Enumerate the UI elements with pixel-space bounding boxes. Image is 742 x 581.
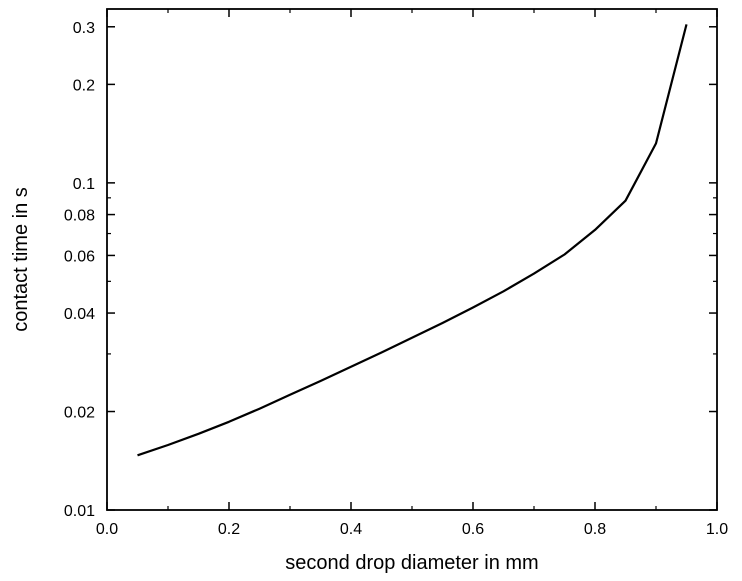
y-tick-label: 0.04 <box>64 306 95 323</box>
x-tick-label: 0.8 <box>584 521 606 538</box>
y-tick-label: 0.2 <box>73 77 95 94</box>
y-tick-label: 0.02 <box>64 405 95 422</box>
series-layer <box>138 24 687 455</box>
x-tick-labels: 0.0 0.2 0.4 0.6 0.8 1.0 <box>96 521 728 538</box>
y-tick-label: 0.1 <box>73 176 95 193</box>
x-tick-label: 0.6 <box>462 521 484 538</box>
y-tick-label: 0.3 <box>73 20 95 37</box>
x-tick-label: 0.4 <box>340 521 362 538</box>
y-axis-title: contact time in s <box>10 187 32 332</box>
x-tick-label: 0.2 <box>218 521 240 538</box>
y-tick-label: 0.01 <box>64 503 95 520</box>
x-tick-label: 0.0 <box>96 521 118 538</box>
y-tick-label: 0.06 <box>64 248 95 265</box>
series-line <box>138 24 687 455</box>
y-tick-labels: 0.01 0.02 0.04 0.06 0.08 0.1 0.2 0.3 <box>64 20 95 520</box>
y-tick-label: 0.08 <box>64 208 95 225</box>
x-axis-title: second drop diameter in mm <box>285 552 538 574</box>
x-tick-label: 1.0 <box>706 521 728 538</box>
